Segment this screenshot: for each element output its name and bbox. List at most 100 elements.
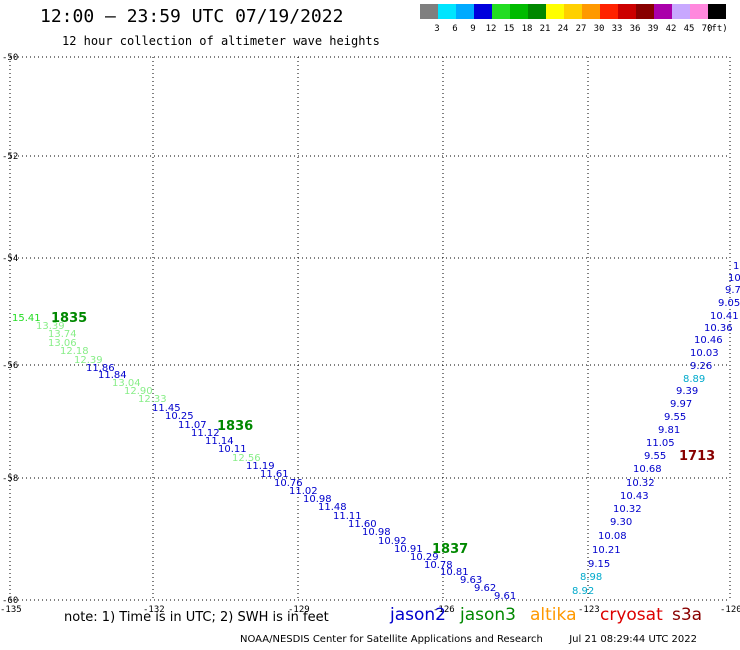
wave-height-label: 12.90 bbox=[124, 386, 153, 397]
scale-swatch bbox=[420, 4, 438, 19]
lat-lon-grid: -50-52-54-56-58-60-135-132-129-126-123-1… bbox=[0, 53, 740, 615]
wave-height-label: 13.04 bbox=[112, 378, 141, 389]
scale-label: 45 bbox=[683, 24, 695, 34]
wave-height-label: 11.60 bbox=[348, 519, 377, 530]
scale-swatch bbox=[546, 4, 564, 19]
wave-height-label: 9.7 bbox=[725, 285, 740, 296]
wave-height-label: 13.06 bbox=[48, 338, 77, 349]
scale-swatch bbox=[456, 4, 474, 19]
wave-height-label: 11.48 bbox=[318, 502, 347, 513]
wave-height-label: 12.39 bbox=[74, 355, 103, 366]
satellite-legend-item: jason2 bbox=[390, 605, 446, 625]
wave-height-label: 9.39 bbox=[676, 386, 698, 397]
wave-height-label: 9.62 bbox=[474, 583, 496, 594]
wave-height-label: 10.78 bbox=[424, 560, 453, 571]
wave-height-label: 10.68 bbox=[633, 464, 662, 475]
scale-label: 6 bbox=[452, 24, 458, 34]
timestamp: Jul 21 08:29:44 UTC 2022 bbox=[569, 634, 697, 645]
map-title: 12:00 – 23:59 UTC 07/19/2022 bbox=[40, 6, 344, 27]
scale-label: 3 bbox=[434, 24, 440, 34]
wave-height-label: 11.14 bbox=[205, 436, 234, 447]
wave-height-label: 10.98 bbox=[303, 494, 332, 505]
wave-height-label: 11.61 bbox=[260, 469, 289, 480]
wave-height-label: 9.81 bbox=[658, 425, 680, 436]
wave-height-label: 11.19 bbox=[246, 461, 275, 472]
wave-height-label: 9.26 bbox=[690, 361, 712, 372]
scale-label: 9 bbox=[470, 24, 476, 34]
scale-swatch bbox=[438, 4, 456, 19]
map-subtitle: 12 hour collection of altimeter wave hei… bbox=[62, 34, 380, 48]
scale-swatch bbox=[528, 4, 546, 19]
scale-label: 33 bbox=[611, 24, 623, 34]
wave-height-label: 9.63 bbox=[460, 575, 482, 586]
lon-tick-label: -132 bbox=[143, 605, 165, 615]
wave-height-label: 10.32 bbox=[626, 478, 655, 489]
scale-swatch bbox=[636, 4, 654, 19]
wave-height-label: 10.08 bbox=[598, 531, 627, 542]
observation-labels: 15.4113.3913.7413.0612.1812.3911.8611.84… bbox=[12, 261, 740, 602]
scale-swatch bbox=[618, 4, 636, 19]
scale-swatch bbox=[600, 4, 618, 19]
wave-height-label: 12.18 bbox=[60, 346, 89, 357]
wave-height-label: 11.86 bbox=[86, 363, 115, 374]
scale-swatch bbox=[654, 4, 672, 19]
lon-tick-label: -135 bbox=[0, 605, 22, 615]
wave-height-label: 10.43 bbox=[620, 491, 649, 502]
lon-tick-label: -120 bbox=[720, 605, 740, 615]
pass-time-label: 1713 bbox=[679, 449, 715, 464]
lat-tick-label: -54 bbox=[2, 254, 18, 264]
wave-height-label: 11.11 bbox=[333, 511, 362, 522]
scale-label: 27 bbox=[575, 24, 587, 34]
pass-time-label: 1837 bbox=[432, 542, 468, 557]
scale-label: 42 bbox=[665, 24, 677, 34]
wave-height-label: 10.91 bbox=[394, 544, 423, 555]
wave-height-label: 10.81 bbox=[440, 567, 469, 578]
lat-tick-label: -58 bbox=[2, 474, 18, 484]
scale-swatch bbox=[564, 4, 582, 19]
scale-unit: (ft) bbox=[706, 24, 728, 34]
wave-height-label: 13.74 bbox=[48, 329, 77, 340]
wave-height-label: 11.12 bbox=[191, 428, 220, 439]
scale-label: 30 bbox=[593, 24, 605, 34]
footer-credit: NOAA/NESDIS Center for Satellite Applica… bbox=[240, 634, 697, 645]
wave-height-label: 12.33 bbox=[138, 394, 167, 405]
scale-label: 18 bbox=[521, 24, 533, 34]
scale-swatch bbox=[474, 4, 492, 19]
wave-height-label: 9.55 bbox=[644, 451, 666, 462]
wave-height-label: 11.02 bbox=[289, 486, 318, 497]
wave-height-label: 10.36 bbox=[704, 323, 733, 334]
scale-label: 36 bbox=[629, 24, 641, 34]
scale-label: 21 bbox=[539, 24, 551, 34]
wave-height-label: 9.15 bbox=[588, 559, 610, 570]
wave-height-label: 8.89 bbox=[683, 374, 705, 385]
wave-height-label: 9.05 bbox=[718, 298, 740, 309]
scale-label: 24 bbox=[557, 24, 569, 34]
satellite-legend-item: s3a bbox=[672, 605, 703, 625]
wave-height-label: 11.45 bbox=[152, 403, 181, 414]
lon-tick-label: -126 bbox=[433, 605, 455, 615]
wave-height-label: 9.55 bbox=[664, 412, 686, 423]
wave-height-label: 10.25 bbox=[165, 411, 194, 422]
wave-height-label: 10.98 bbox=[362, 527, 391, 538]
lon-tick-label: -129 bbox=[288, 605, 310, 615]
scale-swatch bbox=[492, 4, 510, 19]
scale-label: 12 bbox=[485, 24, 497, 34]
wave-height-label: 9.30 bbox=[610, 517, 632, 528]
wave-height-label: 10.32 bbox=[613, 504, 642, 515]
scale-swatch bbox=[510, 4, 528, 19]
wave-height-label: 10.76 bbox=[274, 478, 303, 489]
wave-height-label: 11.05 bbox=[646, 438, 675, 449]
footer-note: note: 1) Time is in UTC; 2) SWH is in fe… bbox=[64, 610, 329, 625]
scale-swatch bbox=[672, 4, 690, 19]
satellite-legend-item: cryosat bbox=[600, 605, 663, 625]
wave-height-label: 10 bbox=[728, 273, 740, 284]
scale-label: 70 bbox=[701, 24, 713, 34]
pass-time-label: 1835 bbox=[51, 311, 87, 326]
satellite-legend-item: altika bbox=[530, 605, 577, 625]
lon-tick-label: -123 bbox=[578, 605, 600, 615]
satellite-legend-item: jason3 bbox=[460, 605, 516, 625]
wave-height-label: 10.21 bbox=[592, 545, 621, 556]
scale-swatch bbox=[582, 4, 600, 19]
wave-height-label: 8.92 bbox=[572, 586, 594, 597]
